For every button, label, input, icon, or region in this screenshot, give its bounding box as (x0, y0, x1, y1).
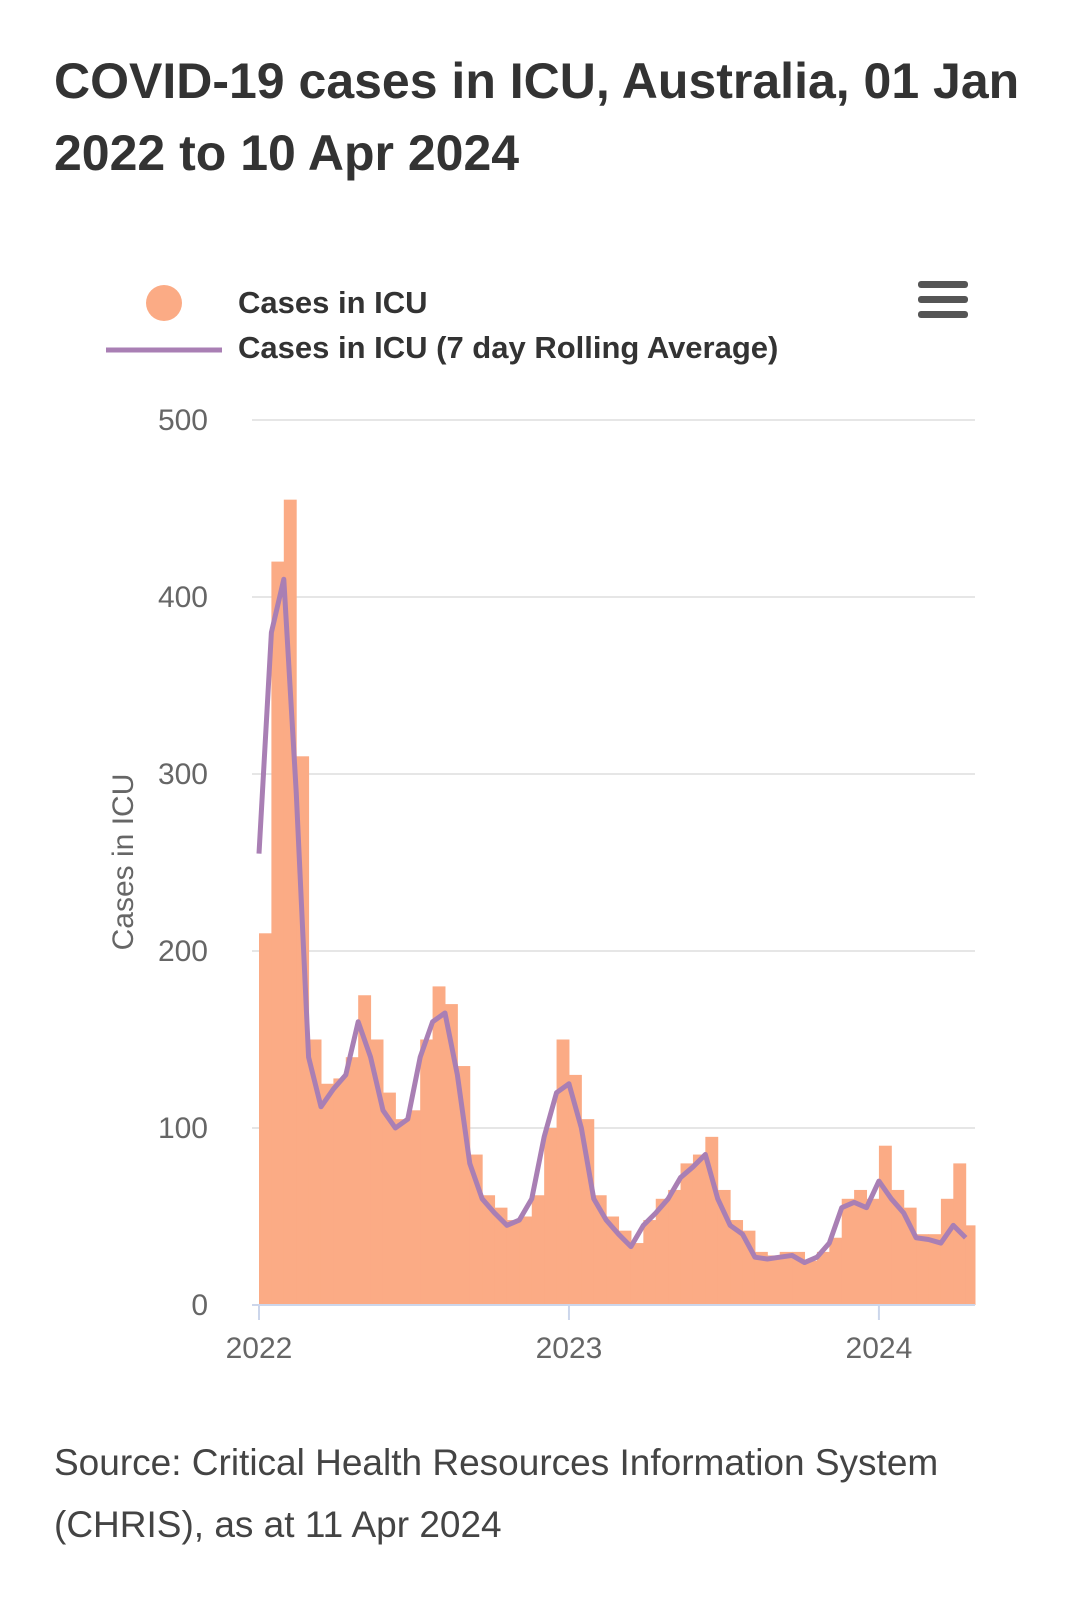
bar (606, 1216, 620, 1305)
bar (432, 986, 446, 1305)
bar (916, 1234, 930, 1305)
legend-label: Cases in ICU (7 day Rolling Average) (238, 330, 778, 365)
source-box: Source: Critical Health Resources Inform… (54, 1442, 939, 1545)
bar (271, 561, 285, 1305)
bar (754, 1251, 768, 1305)
bar (457, 1066, 471, 1305)
y-axis-label: Cases in ICU (107, 774, 140, 951)
line (256, 576, 968, 1266)
chart-title: COVID-19 cases in ICU, Australia, 01 Jan… (54, 53, 1020, 181)
bar (444, 1004, 458, 1305)
bar (420, 1039, 434, 1305)
source-note: Source: Critical Health Resources Inform… (54, 1442, 939, 1545)
bar (531, 1195, 545, 1305)
legend-label: Cases in ICU (238, 285, 428, 320)
bar (494, 1207, 508, 1305)
y-tick-label: 500 (158, 404, 208, 437)
bar (395, 1119, 409, 1305)
bar (692, 1154, 706, 1305)
bar (544, 1128, 558, 1305)
bar (680, 1163, 694, 1305)
bar (854, 1189, 868, 1305)
bar (668, 1189, 682, 1305)
bar (804, 1260, 818, 1305)
bar (593, 1195, 607, 1305)
y-tick-label: 100 (158, 1112, 208, 1145)
bar (618, 1230, 632, 1305)
bar (345, 1057, 359, 1305)
bar (358, 995, 372, 1305)
bar (506, 1220, 520, 1305)
bar (940, 1198, 954, 1305)
bar (556, 1039, 570, 1305)
menu-icon[interactable] (918, 281, 968, 318)
y-tick-label: 400 (158, 581, 208, 614)
bar (333, 1078, 347, 1305)
bar (816, 1251, 830, 1305)
bar (965, 1225, 976, 1305)
bar (730, 1220, 744, 1305)
menu-bar[interactable] (918, 296, 968, 303)
legend-marker (146, 285, 182, 321)
bar (519, 1216, 533, 1305)
menu-bar[interactable] (918, 281, 968, 288)
title-box: COVID-19 cases in ICU, Australia, 01 Jan… (54, 53, 1020, 181)
y-tick-label: 0 (191, 1289, 208, 1322)
bar (928, 1234, 942, 1305)
y-tick-label: 200 (158, 935, 208, 968)
bar (655, 1198, 669, 1305)
y-tick-label: 300 (158, 758, 208, 791)
bar (891, 1189, 905, 1305)
bar (482, 1195, 496, 1305)
bar (630, 1243, 644, 1305)
x-tick-label: 2022 (226, 1332, 293, 1365)
bar (568, 1074, 582, 1305)
menu-bar[interactable] (918, 311, 968, 318)
bar (866, 1198, 880, 1305)
bar (643, 1220, 657, 1305)
x-tick-label: 2024 (846, 1332, 913, 1365)
bar (878, 1145, 892, 1305)
bar (829, 1237, 843, 1305)
bar (792, 1251, 806, 1305)
bar (320, 1083, 334, 1305)
bar (705, 1136, 719, 1305)
x-tick-label: 2023 (536, 1332, 603, 1365)
bar (581, 1119, 595, 1305)
bar (407, 1110, 421, 1305)
bar (382, 1092, 396, 1305)
bar (779, 1251, 793, 1305)
bar (841, 1198, 855, 1305)
bar (767, 1255, 781, 1305)
bar (259, 933, 272, 1305)
bar (283, 499, 297, 1305)
